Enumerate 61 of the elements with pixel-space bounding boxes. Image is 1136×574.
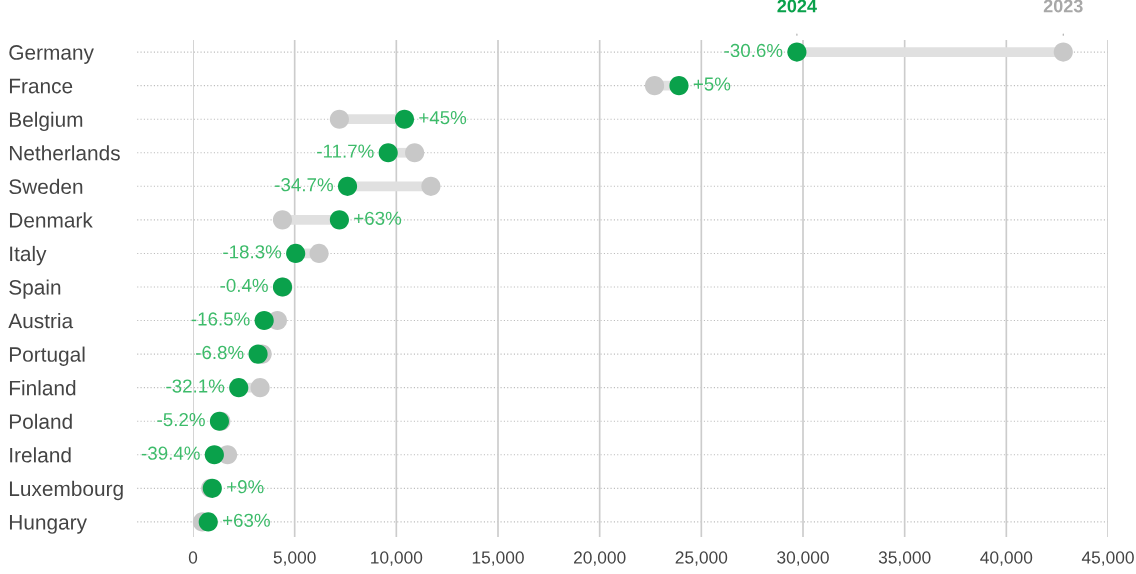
point [309, 243, 329, 263]
annotation: -5.2% [157, 412, 205, 427]
point [198, 512, 218, 532]
point [250, 378, 270, 398]
annotation: +9% [227, 480, 264, 494]
y-tick-label: Italy [10, 245, 47, 266]
point [644, 76, 665, 96]
y-tick-label: Sweden [9, 178, 83, 195]
y-tick-label: Hungary [9, 515, 87, 534]
y-tick-label: Finland [9, 380, 76, 396]
y-tick-label: Netherlands [9, 145, 120, 161]
y-tick-label: Spain [9, 279, 61, 299]
point [229, 378, 249, 398]
y-tick-label: Germany [9, 45, 94, 64]
y-tick-label: Denmark [9, 212, 93, 228]
x-tick-label: 0 [188, 551, 198, 564]
point [329, 109, 349, 129]
annotation: -30.6% [724, 43, 783, 58]
x-tick-label: 10,000 [371, 551, 423, 566]
x-tick-label: 20,000 [573, 551, 626, 566]
annotation: +5% [693, 77, 731, 91]
y-tick-label: Poland [9, 413, 72, 429]
annotation: -6.8% [196, 345, 244, 360]
point [421, 176, 441, 196]
annotation: -16.5% [191, 312, 250, 326]
point [669, 76, 689, 96]
annotation: -34.7% [275, 178, 333, 192]
y-tick-label: Luxembourg [9, 480, 123, 501]
x-tick-label: 40,000 [980, 551, 1033, 566]
series-label: 2023 [1043, 0, 1083, 13]
point [378, 143, 398, 163]
point [405, 143, 425, 163]
x-tick-label: 5,000 [273, 551, 316, 566]
point [254, 310, 274, 331]
annotation: +63% [354, 211, 402, 225]
point [204, 445, 224, 465]
y-tick-label: Belgium [9, 111, 83, 132]
series-label: 2024 [777, 0, 817, 13]
annotation: -11.7% [317, 144, 374, 158]
point [787, 42, 807, 62]
point [337, 176, 358, 196]
annotation: +45% [419, 111, 467, 125]
annotation: -32.1% [166, 379, 225, 393]
annotation: +63% [223, 513, 270, 527]
y-tick-label: Austria [8, 313, 74, 329]
x-tick-label: 30,000 [777, 551, 829, 566]
annotation: -18.3% [223, 245, 282, 259]
point [1053, 42, 1073, 62]
x-tick-label: 15,000 [472, 551, 524, 566]
point [286, 243, 306, 263]
x-tick-label: 25,000 [675, 551, 728, 566]
point [272, 210, 293, 230]
x-tick-label: 35,000 [878, 551, 931, 566]
point [394, 109, 415, 129]
y-tick-label: Portugal [9, 346, 85, 366]
x-tick-label: 45,000 [1081, 551, 1134, 566]
y-tick-label: Ireland [10, 447, 71, 463]
annotation: -39.4% [141, 446, 200, 460]
y-tick-label: France [9, 78, 73, 94]
annotation: -0.4% [220, 278, 268, 293]
point [329, 210, 349, 230]
